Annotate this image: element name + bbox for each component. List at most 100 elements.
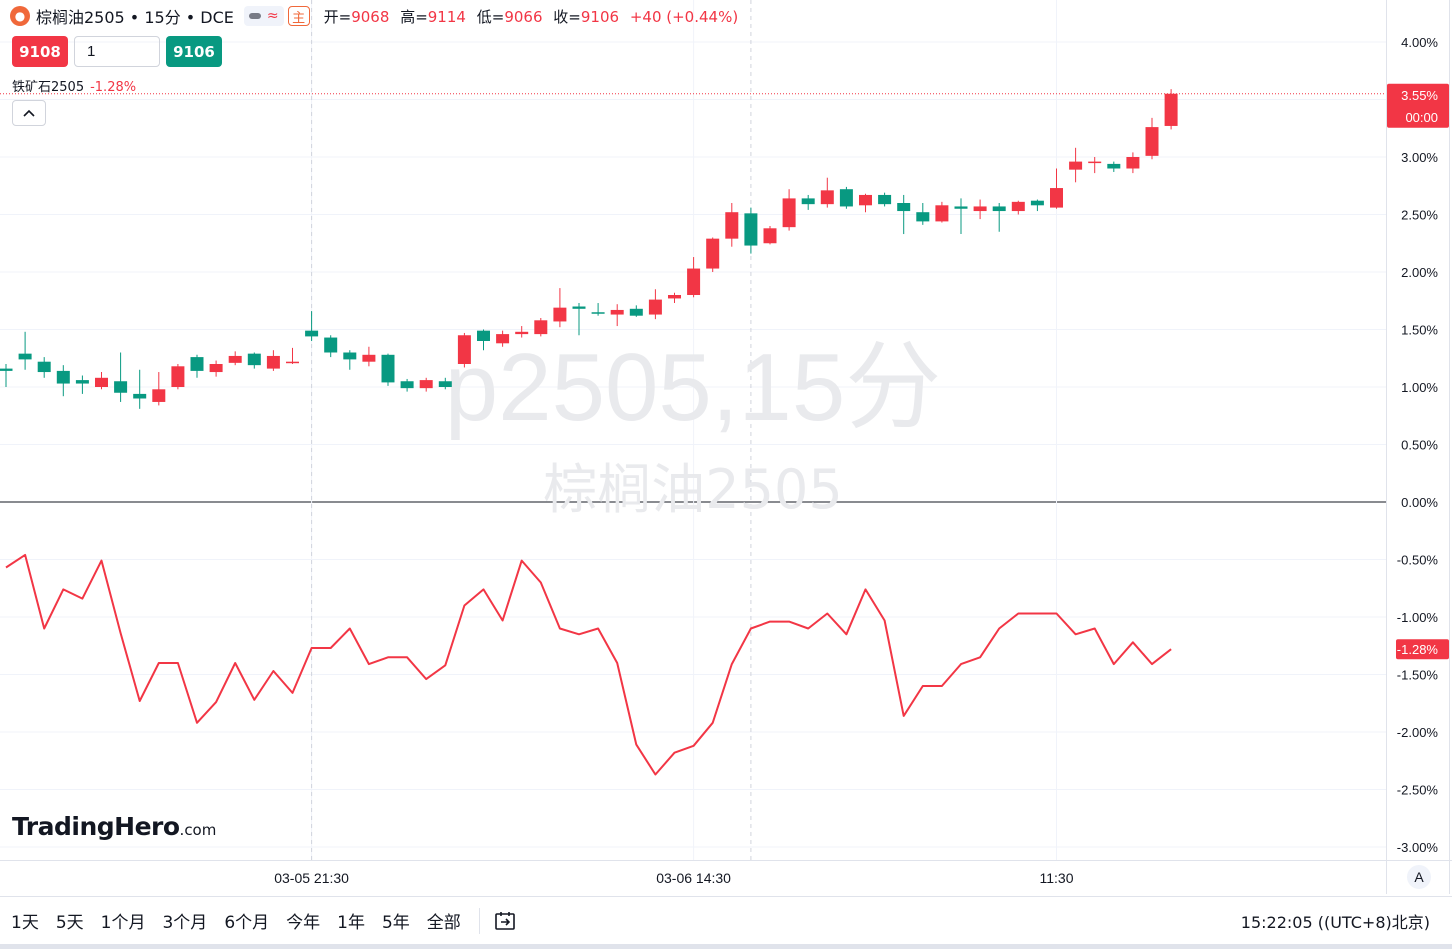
candle-body bbox=[419, 380, 433, 389]
visibility-toggle[interactable]: ≈ bbox=[243, 6, 284, 26]
candle-body bbox=[553, 307, 567, 322]
candle-body bbox=[820, 190, 834, 205]
low-value: 9066 bbox=[504, 7, 543, 26]
candle-body bbox=[725, 212, 739, 239]
candle-body bbox=[1050, 188, 1063, 208]
candle-body bbox=[878, 194, 892, 205]
sell-button[interactable]: 9108 bbox=[12, 36, 68, 67]
candle-body bbox=[763, 228, 777, 244]
candle-body bbox=[897, 203, 911, 212]
candle-body bbox=[591, 312, 605, 314]
eye-icon bbox=[248, 13, 261, 19]
countdown-label: 00:00 bbox=[1405, 110, 1438, 125]
clock-timezone[interactable]: 15:22:05 ((UTC+8)北京) bbox=[1240, 913, 1430, 932]
y-tick-label: 0.50% bbox=[1401, 438, 1438, 453]
candle-body bbox=[916, 212, 930, 222]
main-contract-badge[interactable]: 主 bbox=[287, 6, 310, 26]
candle-body bbox=[37, 361, 51, 373]
candle-body bbox=[515, 331, 529, 335]
candles bbox=[0, 89, 1178, 409]
quantity-input[interactable]: 1 bbox=[74, 36, 160, 67]
wave-icon: ≈ bbox=[266, 8, 279, 24]
chevron-up-icon bbox=[23, 109, 35, 117]
candle-body bbox=[1011, 201, 1025, 212]
y-tick-label: 2.50% bbox=[1401, 208, 1438, 223]
candle-body bbox=[362, 354, 376, 362]
y-tick-label: -3.00% bbox=[1397, 840, 1439, 855]
candle-body bbox=[305, 330, 319, 337]
auto-scale-button[interactable]: A bbox=[1407, 865, 1431, 889]
compare-series-line bbox=[5, 553, 1172, 776]
y-tick-label: 1.50% bbox=[1401, 323, 1438, 338]
candle-body bbox=[95, 377, 108, 387]
range-1d[interactable]: 1天 bbox=[11, 913, 39, 933]
symbol-header: ● 棕榈油2505 • 15分 • DCE ≈ 主 开=9068 高=9114 … bbox=[10, 4, 744, 28]
compare-last-label: -1.28% bbox=[1397, 642, 1439, 657]
candle-body bbox=[228, 355, 242, 363]
range-1y[interactable]: 1年 bbox=[337, 913, 365, 933]
candle-body bbox=[706, 238, 720, 269]
candle-body bbox=[247, 353, 261, 366]
candle-body bbox=[343, 352, 357, 360]
calendar-goto-icon[interactable] bbox=[490, 906, 520, 936]
candle-body bbox=[992, 206, 1006, 212]
range-6m[interactable]: 6个月 bbox=[224, 913, 270, 933]
brand-logo: TradingHero.com bbox=[12, 812, 217, 841]
range-1m[interactable]: 1个月 bbox=[100, 913, 146, 933]
candle-body bbox=[133, 393, 147, 399]
trade-panel: 9108 1 9106 bbox=[12, 36, 222, 67]
candle-body bbox=[687, 268, 701, 295]
x-tick-label: 03-06 14:30 bbox=[656, 870, 731, 886]
candle-body bbox=[286, 361, 299, 364]
candle-body bbox=[534, 320, 548, 335]
watermark-name: 棕榈油2505 bbox=[543, 458, 842, 521]
range-ytd[interactable]: 今年 bbox=[286, 913, 321, 933]
range-all[interactable]: 全部 bbox=[426, 913, 461, 933]
change-value: +40 (+0.44%) bbox=[629, 7, 739, 26]
collapse-legend-button[interactable] bbox=[12, 100, 46, 126]
candle-body bbox=[973, 206, 987, 212]
range-3m[interactable]: 3个月 bbox=[162, 913, 208, 933]
candle-body bbox=[629, 308, 643, 316]
candle-body bbox=[266, 355, 280, 369]
y-tick-label: 0.00% bbox=[1401, 495, 1438, 510]
candle-body bbox=[477, 330, 490, 341]
chart-grid bbox=[0, 0, 1452, 894]
candle-body bbox=[171, 366, 185, 387]
price-axis[interactable]: 4.00%3.50%3.00%2.50%2.00%1.50%1.00%0.50%… bbox=[1387, 35, 1449, 855]
candle-body bbox=[610, 309, 624, 315]
y-tick-label: -2.00% bbox=[1397, 725, 1439, 740]
candle-body bbox=[801, 198, 815, 205]
y-tick-label: -0.50% bbox=[1397, 553, 1439, 568]
candle-body bbox=[1145, 127, 1159, 156]
candle-body bbox=[1164, 93, 1178, 126]
y-tick-label: 4.00% bbox=[1401, 35, 1438, 50]
candle-body bbox=[56, 370, 70, 384]
compare-legend[interactable]: 铁矿石2505 -1.28% bbox=[12, 76, 136, 95]
time-axis[interactable]: 03-05 21:30 03-06 14:30 11:30 bbox=[274, 870, 1073, 886]
candle-body bbox=[400, 381, 414, 389]
watermark-symbol: p2505,15分 bbox=[445, 334, 941, 441]
candle-body bbox=[438, 381, 452, 387]
x-tick-label: 03-05 21:30 bbox=[274, 870, 349, 886]
compare-symbol: 铁矿石2505 bbox=[12, 80, 85, 95]
candle-body bbox=[457, 335, 471, 364]
buy-button[interactable]: 9106 bbox=[166, 36, 222, 67]
range-5d[interactable]: 5天 bbox=[55, 913, 84, 933]
range-5y[interactable]: 5年 bbox=[381, 913, 410, 933]
oil-drop-icon: ● bbox=[10, 6, 30, 26]
compare-last-tag bbox=[1396, 639, 1449, 660]
candle-body bbox=[1107, 163, 1121, 169]
toolbar-divider bbox=[478, 907, 480, 934]
compare-line bbox=[5, 553, 1172, 776]
y-tick-label: -1.00% bbox=[1397, 610, 1439, 625]
last-price-tag bbox=[1387, 83, 1449, 128]
candle-body bbox=[668, 295, 681, 299]
symbol-title[interactable]: 棕榈油2505 • 15分 • DCE bbox=[36, 8, 234, 27]
candle-body bbox=[839, 189, 853, 207]
candle-body bbox=[324, 337, 338, 353]
compare-change: -1.28% bbox=[90, 80, 137, 95]
candle-body bbox=[75, 380, 89, 384]
open-value: 9068 bbox=[351, 7, 390, 26]
